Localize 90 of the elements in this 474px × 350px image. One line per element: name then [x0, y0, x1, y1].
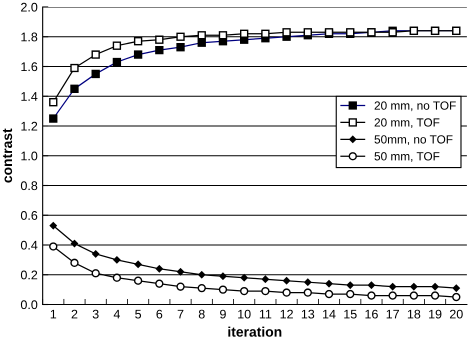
legend-label: 50 mm, TOF: [374, 152, 440, 162]
point: [304, 288, 312, 297]
x-tick-label: 1: [50, 310, 56, 318]
point: [218, 285, 228, 294]
x-tick-label: 19: [429, 310, 442, 319]
x-tick-label: 16: [365, 310, 378, 319]
point: [49, 98, 58, 106]
point: [240, 286, 248, 296]
point: [346, 282, 354, 289]
x-tick-label: 17: [386, 310, 399, 318]
point: [282, 277, 290, 284]
y-tick-label: 1.0: [21, 152, 38, 160]
point: [50, 222, 57, 230]
point: [282, 28, 291, 36]
x-tick-label: 9: [220, 310, 226, 319]
point: [92, 269, 100, 278]
x-tick-label: 15: [344, 310, 357, 319]
point: [219, 272, 227, 280]
x-tick-label: 2: [72, 310, 78, 318]
point: [198, 271, 206, 278]
point: [70, 64, 79, 72]
point: [452, 292, 460, 302]
point: [452, 284, 460, 292]
point: [155, 280, 164, 288]
point: [156, 265, 163, 272]
x-tick-label: 5: [135, 310, 142, 319]
point: [70, 258, 79, 268]
point: [240, 274, 248, 282]
point: [176, 268, 184, 276]
point: [346, 290, 354, 298]
x-tick-label: 4: [114, 310, 120, 318]
point: [134, 276, 142, 285]
y-tick-label: 0.6: [20, 211, 38, 220]
y-tick-label: 1.6: [21, 62, 38, 72]
point: [70, 240, 78, 248]
y-tick-label: 2.0: [21, 2, 38, 12]
y-tick-label: 0.4: [20, 240, 38, 250]
point: [304, 278, 312, 286]
point: [92, 50, 100, 59]
point: [410, 283, 418, 290]
point: [176, 282, 185, 291]
point: [198, 284, 206, 292]
x-tick-label: 20: [450, 310, 463, 319]
point: [218, 31, 228, 40]
point: [325, 280, 333, 288]
point: [367, 291, 376, 300]
point: [261, 286, 270, 296]
legend-label: 50mm, no TOF: [374, 135, 453, 145]
x-tick-label: 8: [198, 310, 205, 319]
point: [261, 30, 270, 38]
x-tick-label: 13: [302, 310, 314, 319]
y-tick-label: 1.8: [21, 32, 38, 42]
point: [155, 36, 164, 44]
point: [389, 283, 396, 290]
y-tick-label: 1.4: [21, 92, 38, 101]
point: [198, 31, 206, 40]
y-tick-label: 0.2: [20, 270, 38, 280]
point: [112, 42, 122, 50]
x-axis-title: iteration: [228, 326, 282, 337]
point: [368, 282, 376, 289]
point: [410, 291, 418, 300]
point: [113, 256, 121, 264]
point: [176, 32, 185, 41]
y-tick-label: 1.2: [21, 122, 38, 131]
point: [240, 30, 248, 38]
point: [388, 291, 397, 300]
point: [134, 37, 142, 46]
x-tick-label: 7: [178, 310, 184, 318]
point: [262, 276, 270, 283]
x-tick-label: 3: [92, 310, 99, 319]
point: [304, 28, 312, 36]
x-tick-label: 6: [156, 310, 162, 319]
point: [431, 283, 439, 290]
x-tick-label: 18: [408, 310, 420, 319]
y-axis-title: contrast: [2, 128, 12, 183]
point: [282, 288, 291, 297]
point: [112, 274, 122, 282]
point: [324, 290, 334, 298]
legend-label: 20 mm, no TOF: [374, 101, 456, 112]
point: [430, 291, 440, 300]
x-tick-label: 11: [260, 310, 272, 318]
y-tick-label: 0.0: [20, 300, 38, 310]
legend-label: 20 mm, TOF: [374, 118, 440, 128]
point: [92, 250, 100, 258]
point: [49, 242, 58, 251]
x-tick-label: 14: [323, 310, 336, 318]
point: [134, 260, 142, 268]
x-tick-label: 12: [280, 310, 293, 318]
y-tick-label: 0.8: [20, 181, 38, 190]
x-tick-label: 10: [238, 310, 251, 319]
